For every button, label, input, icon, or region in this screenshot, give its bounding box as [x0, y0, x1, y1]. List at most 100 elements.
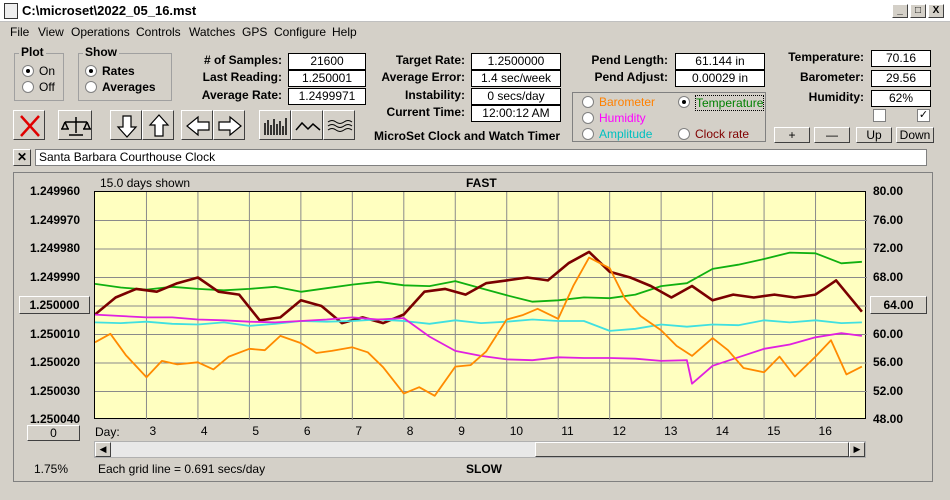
last-reading-label: Last Reading: [202, 70, 282, 84]
humidity-checkbox[interactable] [873, 109, 886, 122]
menu-view[interactable]: View [38, 25, 64, 39]
temperature-radio[interactable] [678, 96, 690, 108]
right-axis-tick: 72.00 [873, 241, 904, 255]
left-axis-tick: 1.250040 [30, 412, 81, 426]
wave-view-button[interactable] [323, 110, 355, 140]
menu-help[interactable]: Help [332, 25, 357, 39]
menu-bar: File View Operations Controls Watches GP… [0, 22, 950, 42]
clear-button[interactable] [13, 110, 45, 140]
close-clock-button[interactable]: ✕ [13, 149, 31, 166]
app-icon[interactable] [4, 3, 18, 19]
temperature-option-label: Temperature [695, 95, 765, 111]
samples-label: # of Samples: [203, 53, 282, 67]
clock-name-field[interactable]: Santa Barbara Courthouse Clock [35, 149, 927, 166]
humidity-radio[interactable] [582, 112, 594, 124]
minimize-button[interactable]: _ [892, 4, 908, 18]
amplitude-radio[interactable] [582, 128, 594, 140]
day-tick: 8 [406, 424, 414, 438]
day-tick: 3 [149, 424, 157, 438]
show-averages-label: Averages [102, 80, 156, 94]
humidity-value: 62% [871, 90, 931, 107]
close-icon: ✕ [16, 150, 28, 164]
plot-group-title: Plot [19, 45, 46, 59]
arrow-down-button[interactable] [110, 110, 142, 140]
series-clock-rate [95, 250, 863, 325]
app-name: MicroSet Clock and Watch Timer [374, 129, 561, 143]
target-rate-value: 1.2500000 [471, 53, 561, 70]
line-view-button[interactable] [291, 110, 323, 140]
pend-adjust-label: Pend Adjust: [594, 70, 668, 84]
barometer-label: Barometer: [799, 70, 864, 84]
plot-on-radio[interactable] [22, 65, 34, 77]
menu-operations[interactable]: Operations [71, 25, 130, 39]
day-tick: 5 [252, 424, 260, 438]
scale-plus-button[interactable]: + [774, 127, 810, 143]
show-rates-radio[interactable] [85, 65, 97, 77]
plot-off-radio[interactable] [22, 81, 34, 93]
average-rate-value: 1.2499971 [288, 88, 366, 105]
horizontal-scrollbar[interactable]: ◀ ▶ [94, 441, 866, 458]
scale-down-button[interactable]: Down [896, 127, 934, 143]
balance-button[interactable] [58, 110, 92, 140]
series-temperature [95, 251, 862, 303]
scale-up-button[interactable]: Up [856, 127, 892, 143]
arrow-left-button[interactable] [181, 110, 213, 140]
bars-view-button[interactable] [259, 110, 291, 140]
right-axis-tick: 56.00 [873, 355, 904, 369]
title-bar: C:\microset\2022_05_16.mst _ □ X [0, 0, 950, 22]
barometer-radio[interactable] [582, 96, 594, 108]
temperature-checkbox[interactable]: ✓ [917, 109, 930, 122]
scroll-thumb[interactable] [535, 442, 849, 457]
current-time-label: Current Time: [386, 105, 465, 119]
zero-button[interactable]: 0 [27, 425, 80, 441]
menu-configure[interactable]: Configure [274, 25, 327, 39]
arrow-up-button[interactable] [142, 110, 174, 140]
show-group [78, 53, 172, 101]
menu-watches[interactable]: Watches [189, 25, 236, 39]
percent-label: 1.75% [34, 462, 69, 476]
menu-controls[interactable]: Controls [136, 25, 181, 39]
series-amplitude [95, 318, 862, 332]
clock-rate-radio[interactable] [678, 128, 690, 140]
series-humidity [95, 313, 863, 385]
barometer-value: 29.56 [871, 70, 931, 87]
left-axis-tick: 1.250020 [30, 355, 81, 369]
day-tick: 4 [200, 424, 208, 438]
arrow-right-button[interactable] [213, 110, 245, 140]
current-time-value: 12:00:12 AM [471, 105, 561, 122]
left-axis-tick: 1.250010 [30, 326, 81, 341]
humidity-label: Humidity: [808, 90, 864, 104]
scroll-right-button[interactable]: ▶ [849, 442, 865, 457]
humidity-option-label: Humidity [599, 111, 646, 125]
day-tick: 9 [458, 424, 465, 438]
left-axis-tick: 1.250030 [30, 383, 81, 398]
close-button[interactable]: X [928, 4, 944, 18]
maximize-button[interactable]: □ [910, 4, 926, 18]
arrow-down-icon [116, 115, 138, 138]
right-axis-tick: 76.00 [873, 212, 904, 227]
day-tick: 7 [355, 424, 363, 438]
arrow-left-icon [186, 115, 210, 137]
right-axis-tick: 68.00 [873, 269, 904, 284]
right-axis-tick: 48.00 [873, 412, 904, 426]
clock-rate-option-label: Clock rate [695, 127, 750, 141]
show-averages-radio[interactable] [85, 81, 97, 93]
day-tick: 13 [664, 424, 678, 438]
menu-gps[interactable]: GPS [242, 25, 268, 39]
series-barometer [95, 256, 863, 397]
arrow-up-icon [148, 114, 170, 137]
rate-center-button[interactable]: 1.250000 [19, 296, 90, 314]
temperature-value: 70.16 [871, 50, 931, 67]
plot-on-label: On [39, 64, 56, 78]
menu-file[interactable]: File [10, 25, 30, 39]
plot-off-label: Off [39, 80, 55, 94]
right-axis-tick: 80.00 [873, 184, 904, 198]
pend-adjust-value: 0.00029 in [675, 70, 765, 87]
sensor-center-button[interactable]: 64.00 [870, 296, 927, 314]
scale-minus-button[interactable]: — [814, 127, 850, 143]
day-label: Day: [95, 425, 120, 439]
show-group-title: Show [83, 45, 119, 59]
line-graph-icon [295, 121, 321, 131]
window-title: C:\microset\2022_05_16.mst [22, 3, 197, 18]
scroll-left-button[interactable]: ◀ [95, 442, 111, 457]
